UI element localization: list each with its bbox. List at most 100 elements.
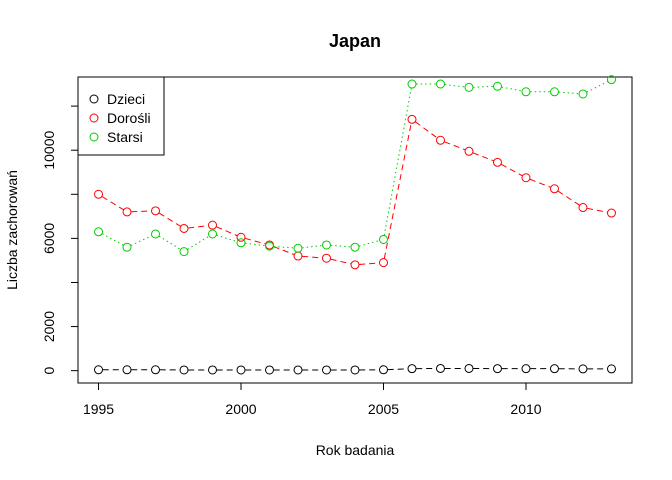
data-point <box>578 89 588 99</box>
data-point <box>94 227 104 237</box>
data-point <box>322 365 332 375</box>
data-point <box>208 365 218 375</box>
series-segment <box>188 225 209 229</box>
series-segment <box>529 178 551 188</box>
data-point <box>435 363 445 373</box>
x-tick-label: 2000 <box>225 401 256 417</box>
data-point <box>378 365 388 375</box>
data-point <box>179 365 189 375</box>
legend-box <box>77 76 165 156</box>
series-segment <box>359 262 380 266</box>
data-point <box>549 364 559 374</box>
series-segment <box>273 246 295 255</box>
data-point <box>94 365 104 375</box>
series-segment <box>586 81 608 93</box>
data-point <box>578 364 588 374</box>
data-point <box>492 81 502 91</box>
data-point <box>293 243 303 253</box>
plot-frame <box>77 76 633 384</box>
x-tick-label: 2005 <box>368 401 399 417</box>
legend-marker <box>89 113 99 123</box>
legend: Dzieci Dorośli Starsi <box>77 76 165 156</box>
data-point <box>378 234 388 244</box>
legend-label: Dzieci <box>107 91 145 107</box>
y-axis-label: Liczba zachorowań <box>4 170 20 290</box>
data-point <box>293 365 303 375</box>
legend-label: Dorośli <box>107 110 151 126</box>
chart-title: Japan <box>329 31 381 51</box>
data-point <box>208 229 218 239</box>
data-point <box>350 242 360 252</box>
data-point <box>151 229 161 239</box>
data-point <box>606 208 616 218</box>
series-segment <box>587 207 608 213</box>
series-segment <box>330 258 352 265</box>
series-segment <box>558 91 579 95</box>
data-point <box>350 260 360 270</box>
data-point <box>492 157 502 167</box>
data-point <box>293 251 303 261</box>
series-segment <box>244 237 266 245</box>
series-segment <box>130 235 152 246</box>
data-point <box>151 365 161 375</box>
data-point <box>606 75 616 85</box>
data-point <box>122 365 132 375</box>
data-point <box>407 114 417 124</box>
data-point <box>179 223 189 233</box>
series-segment <box>473 85 494 88</box>
series-segment <box>415 121 438 139</box>
data-point <box>549 87 559 97</box>
data-point <box>578 203 588 213</box>
series-segment <box>302 255 323 259</box>
data-point <box>151 206 161 216</box>
legend-marker <box>89 132 99 142</box>
data-point <box>521 173 531 183</box>
x-tick-label: 1995 <box>83 401 114 417</box>
x-axis: 1995 2000 2005 2010 <box>83 382 542 417</box>
data-point <box>521 364 531 374</box>
data-point <box>521 87 531 97</box>
series-segment <box>216 234 238 243</box>
legend-marker <box>89 94 99 104</box>
series-segment <box>472 152 494 162</box>
data-point <box>236 238 246 248</box>
series-segment <box>187 235 210 250</box>
data-point <box>179 247 189 257</box>
data-point <box>122 242 132 252</box>
data-point <box>464 363 474 373</box>
data-point <box>464 146 474 156</box>
series-segment <box>557 190 580 206</box>
data-point <box>236 365 246 375</box>
data-point <box>407 79 417 89</box>
x-tick-label: 2010 <box>510 401 541 417</box>
series-starsi <box>94 75 616 257</box>
series-segment <box>101 233 124 246</box>
y-tick-label: 6000 <box>41 223 57 254</box>
data-point <box>265 365 275 375</box>
data-point <box>322 253 332 263</box>
data-point <box>407 364 417 374</box>
series-dorośli <box>94 114 616 270</box>
data-point <box>378 258 388 268</box>
data-point <box>265 241 275 251</box>
series-segment <box>330 244 351 248</box>
series-segment <box>216 226 238 237</box>
series-segment <box>101 196 124 211</box>
data-point <box>350 365 360 375</box>
y-tick-label: 10000 <box>41 131 57 170</box>
data-point <box>208 220 218 230</box>
data-point <box>606 364 616 374</box>
data-point <box>549 184 559 194</box>
series-segment <box>273 245 294 249</box>
series-segment <box>358 240 380 247</box>
series-layer <box>94 75 616 375</box>
series-segment <box>387 368 408 371</box>
data-point <box>435 135 445 145</box>
y-tick-label: 0 <box>41 367 57 375</box>
series-segment <box>383 88 412 236</box>
series-segment <box>158 235 181 250</box>
data-point <box>236 232 246 242</box>
legend-label: Starsi <box>107 129 143 145</box>
series-segment <box>501 86 522 92</box>
data-point <box>492 364 502 374</box>
